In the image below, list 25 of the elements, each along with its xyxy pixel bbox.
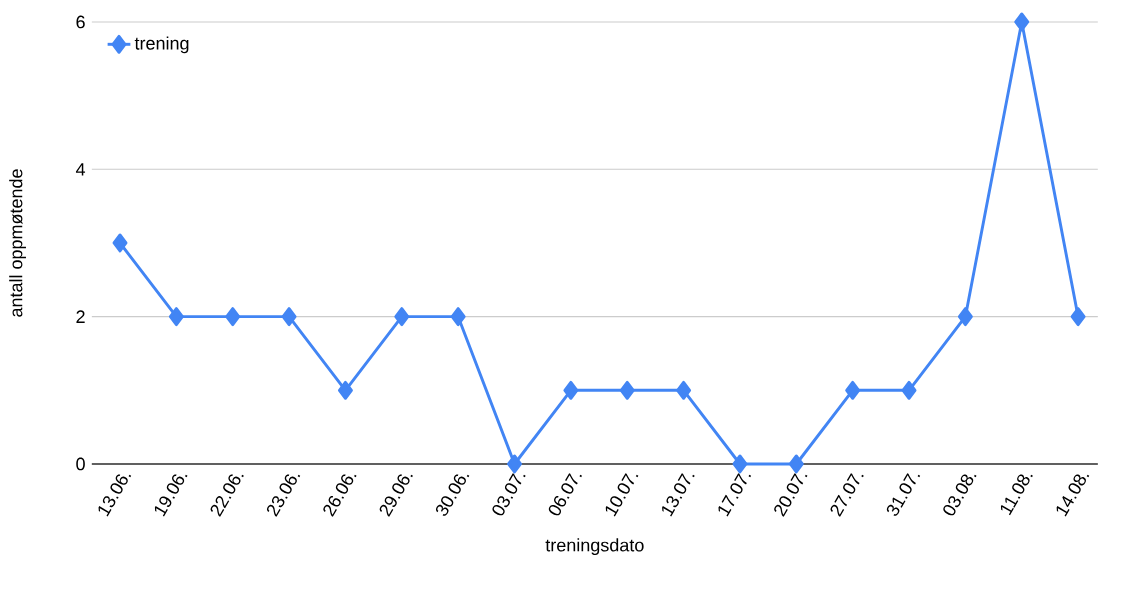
point [507, 454, 522, 474]
y-tick-label: 0 [76, 457, 85, 471]
point [676, 380, 692, 400]
y-tick-label: 2 [76, 310, 85, 323]
point [563, 380, 579, 400]
point [112, 233, 128, 253]
point [168, 307, 184, 327]
point [901, 380, 917, 400]
point [788, 454, 804, 474]
point [225, 307, 241, 327]
point [337, 380, 353, 400]
point [1014, 12, 1030, 32]
legend-label: trening [134, 36, 189, 54]
point [281, 307, 297, 327]
point [845, 380, 861, 400]
y-axis-title: antall oppmøtende [9, 169, 26, 317]
point [619, 380, 635, 400]
point [450, 307, 466, 327]
y-tick-label: 6 [76, 15, 85, 29]
point [957, 307, 973, 327]
point [1070, 307, 1086, 327]
point [394, 307, 410, 327]
point [732, 454, 748, 474]
y-tick-label: 4 [75, 163, 86, 176]
x-axis-title: treningsdato [545, 538, 644, 556]
